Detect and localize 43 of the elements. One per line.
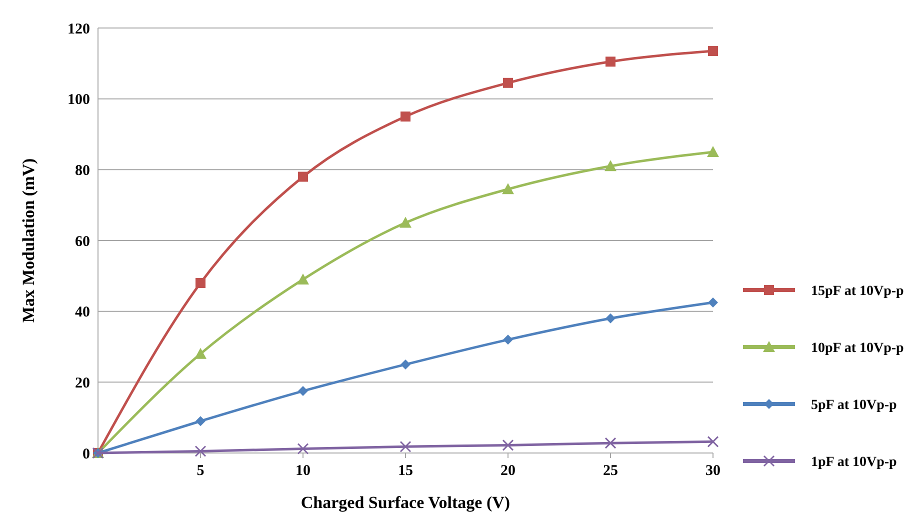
point <box>502 183 514 194</box>
point <box>400 359 410 370</box>
point <box>194 445 206 457</box>
point <box>606 56 616 67</box>
point <box>400 216 412 228</box>
point <box>298 172 308 182</box>
point <box>708 297 718 308</box>
x-tick-label: 20 <box>500 463 516 479</box>
x-tick-label: 5 <box>196 463 204 479</box>
x-tick-label: 25 <box>603 463 618 479</box>
point <box>606 313 616 324</box>
point <box>196 278 206 288</box>
point <box>400 440 412 452</box>
y-tick-label: 0 <box>82 446 90 462</box>
y-tick-label: 60 <box>75 234 90 250</box>
point <box>503 334 513 345</box>
point <box>604 160 616 172</box>
point <box>400 112 410 122</box>
point <box>707 436 719 448</box>
x-tick-label: 15 <box>398 463 413 479</box>
x-tick-label: 30 <box>706 463 720 479</box>
legend-label: 10pF at 10Vp-p <box>811 340 904 356</box>
y-tick-label: 20 <box>75 375 90 392</box>
point <box>707 146 719 157</box>
point <box>298 386 308 396</box>
legend-label: 1pF at 10Vp-p <box>811 454 898 470</box>
legend-label: 15pF at 10Vp-p <box>811 284 904 299</box>
y-tick-label: 80 <box>75 162 90 179</box>
y-tick-label: 100 <box>68 92 90 108</box>
legend-label: 5pF at 10Vp-p <box>811 398 898 413</box>
x-axis-title: Charged Surface Voltage (V) <box>300 493 510 512</box>
y-tick-label: 40 <box>75 304 90 321</box>
point <box>297 443 309 454</box>
y-tick-label: 120 <box>68 21 90 38</box>
point <box>503 78 513 88</box>
x-tick-label: 10 <box>296 463 310 479</box>
point <box>196 416 206 426</box>
point <box>502 439 514 451</box>
y-axis-title: Max Modulation (mV) <box>19 158 38 323</box>
point <box>297 273 309 284</box>
point <box>194 348 206 359</box>
point <box>708 46 718 56</box>
point <box>604 437 616 449</box>
